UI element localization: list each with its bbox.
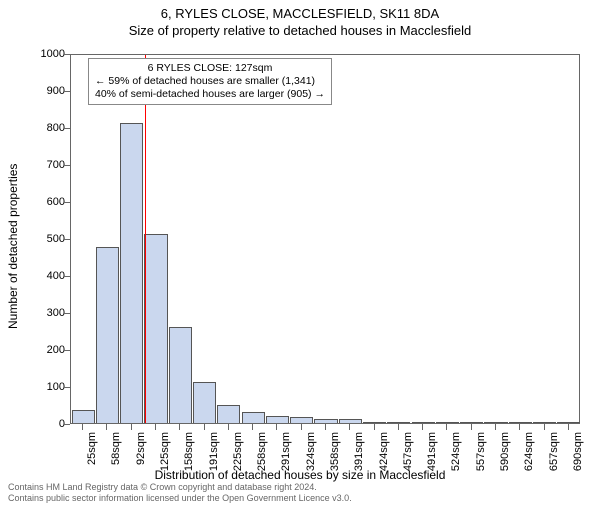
y-tick-mark (64, 313, 70, 314)
histogram-bar (363, 422, 386, 423)
x-tick-mark (301, 424, 302, 430)
histogram-bar (120, 123, 143, 423)
x-tick-mark (568, 424, 569, 430)
x-tick-mark (252, 424, 253, 430)
annotation-line-1: 6 RYLES CLOSE: 127sqm (95, 62, 325, 75)
x-tick-mark (471, 424, 472, 430)
chart-subtitle: Size of property relative to detached ho… (0, 23, 600, 38)
histogram-bar (533, 422, 556, 423)
x-tick-mark (422, 424, 423, 430)
y-tick-label: 600 (25, 196, 65, 208)
y-tick-mark (64, 350, 70, 351)
y-tick-label: 0 (25, 418, 65, 430)
x-tick-mark (374, 424, 375, 430)
y-tick-label: 800 (25, 122, 65, 134)
x-tick-mark (519, 424, 520, 430)
x-tick-mark (131, 424, 132, 430)
reference-line (145, 55, 146, 423)
histogram-bar (484, 422, 507, 423)
x-tick-mark (228, 424, 229, 430)
histogram-bar (412, 422, 435, 423)
histogram-bar (436, 422, 459, 423)
histogram-bar (169, 327, 192, 423)
y-tick-mark (64, 424, 70, 425)
annotation-box: 6 RYLES CLOSE: 127sqm ← 59% of detached … (88, 58, 332, 105)
x-tick-mark (204, 424, 205, 430)
histogram-bar (266, 416, 289, 423)
y-tick-label: 700 (25, 159, 65, 171)
y-tick-label: 200 (25, 344, 65, 356)
y-tick-label: 1000 (25, 48, 65, 60)
footnote-line-2: Contains public sector information licen… (8, 493, 352, 504)
histogram-bar (509, 422, 532, 423)
y-tick-label: 900 (25, 85, 65, 97)
histogram-bar (290, 417, 313, 423)
x-tick-mark (349, 424, 350, 430)
x-tick-mark (276, 424, 277, 430)
histogram-bar (144, 234, 167, 423)
y-tick-label: 100 (25, 381, 65, 393)
y-tick-mark (64, 54, 70, 55)
y-tick-mark (64, 91, 70, 92)
y-tick-label: 400 (25, 270, 65, 282)
histogram-bar (557, 422, 580, 423)
y-tick-mark (64, 276, 70, 277)
y-tick-label: 300 (25, 307, 65, 319)
x-tick-mark (495, 424, 496, 430)
x-tick-mark (82, 424, 83, 430)
x-tick-mark (446, 424, 447, 430)
x-axis-label: Distribution of detached houses by size … (0, 468, 600, 482)
x-tick-mark (544, 424, 545, 430)
histogram-bar (242, 412, 265, 423)
histogram-bar (460, 422, 483, 423)
histogram-bar (217, 405, 240, 424)
y-tick-mark (64, 202, 70, 203)
histogram-bar (96, 247, 119, 423)
x-tick-mark (155, 424, 156, 430)
histogram-bar (72, 410, 95, 423)
x-tick-mark (325, 424, 326, 430)
x-tick-mark (398, 424, 399, 430)
annotation-line-3: 40% of semi-detached houses are larger (… (95, 88, 325, 101)
x-tick-mark (106, 424, 107, 430)
plot-area (70, 54, 580, 424)
y-tick-label: 500 (25, 233, 65, 245)
y-tick-mark (64, 387, 70, 388)
histogram-bar (193, 382, 216, 423)
histogram-bar (387, 422, 410, 423)
footnote-line-1: Contains HM Land Registry data © Crown c… (8, 482, 352, 493)
y-tick-mark (64, 239, 70, 240)
y-tick-mark (64, 165, 70, 166)
annotation-line-2: ← 59% of detached houses are smaller (1,… (95, 75, 325, 88)
y-tick-mark (64, 128, 70, 129)
histogram-bar (314, 419, 337, 423)
x-tick-mark (179, 424, 180, 430)
histogram-bar (339, 419, 362, 423)
chart-title: 6, RYLES CLOSE, MACCLESFIELD, SK11 8DA (0, 6, 600, 21)
footnote: Contains HM Land Registry data © Crown c… (8, 482, 352, 504)
y-axis-label: Number of detached properties (6, 164, 20, 329)
